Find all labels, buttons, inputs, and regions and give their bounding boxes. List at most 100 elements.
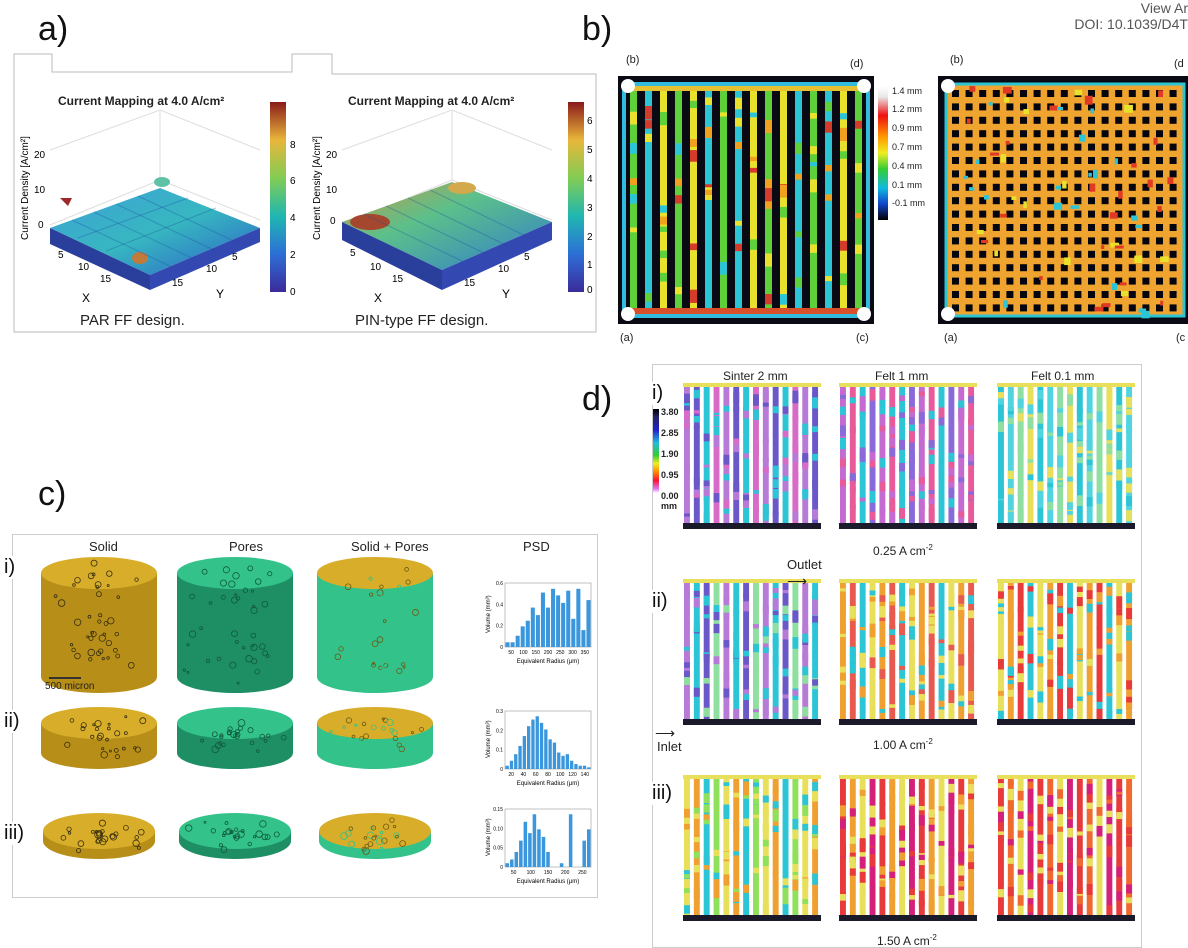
thickness-spot	[1027, 872, 1034, 881]
pore-mark	[98, 613, 103, 618]
thickness-spot	[1094, 306, 1104, 312]
thickness-spot	[963, 175, 969, 179]
thickness-spot	[918, 806, 925, 811]
channel-stripe	[918, 583, 925, 721]
cb-tick: 0	[587, 285, 593, 296]
map-edge	[626, 308, 866, 314]
pin-square	[1142, 291, 1150, 298]
thickness-spot	[948, 606, 955, 611]
pin-square	[1101, 197, 1109, 205]
thickness-spot	[1126, 467, 1133, 478]
pin-square	[979, 197, 987, 205]
thickness-spot	[1007, 407, 1014, 415]
pin-square	[992, 170, 1000, 178]
x-axis-label: X	[374, 291, 382, 305]
thickness-spot	[795, 277, 802, 288]
pin-square	[1047, 210, 1055, 218]
thickness-spot	[1027, 616, 1034, 628]
pin-square	[1101, 157, 1109, 164]
pore-mark	[112, 647, 118, 653]
pore-mark	[366, 831, 375, 839]
pin-square	[1169, 130, 1177, 138]
pin-square	[1101, 237, 1109, 245]
thickness-spot	[968, 784, 975, 794]
thickness-spot	[1096, 592, 1103, 603]
view-article-link[interactable]: View Ar	[1140, 0, 1188, 16]
pore-mark	[106, 656, 110, 660]
thickness-spot	[684, 651, 690, 663]
pore-mark	[216, 656, 222, 662]
pore-mark	[116, 595, 121, 599]
thickness-spot	[792, 689, 799, 696]
map-cell	[683, 383, 821, 529]
pore-mark	[376, 636, 384, 643]
thickness-spot	[684, 905, 690, 914]
pin-square	[965, 157, 973, 164]
pin-square	[1020, 264, 1027, 272]
thickness-spot	[1116, 653, 1123, 662]
map-edge	[997, 579, 1135, 583]
thickness-spot	[909, 407, 915, 412]
psd-xtick: 50	[508, 650, 514, 656]
thickness-spot	[869, 389, 876, 401]
channel-stripe	[1116, 779, 1123, 917]
pore-mark	[230, 596, 238, 604]
thickness-spot	[1027, 890, 1034, 895]
thickness-spot	[1114, 158, 1118, 165]
map-frame	[944, 82, 1186, 318]
thickness-spot	[869, 596, 876, 602]
thickness-spot	[772, 598, 779, 610]
thickness-spot	[753, 643, 759, 653]
pin-square	[1033, 103, 1041, 111]
thickness-spot	[825, 121, 832, 133]
pin-square	[1006, 157, 1014, 164]
thickness-spot	[958, 794, 965, 805]
thickness-spot	[938, 655, 945, 663]
pin-square	[1142, 157, 1150, 164]
thickness-spot	[958, 454, 965, 458]
pore-mark	[354, 723, 358, 727]
thickness-spot	[1116, 450, 1123, 460]
thickness-spot	[859, 856, 866, 869]
pin-square	[979, 143, 987, 151]
thickness-spot	[1007, 781, 1014, 786]
legend-entry: 1.2 mm	[892, 104, 923, 114]
map-cell	[997, 775, 1135, 921]
pin-square	[1169, 210, 1177, 218]
pore-mark	[219, 734, 224, 740]
thickness-spot	[889, 893, 896, 901]
pore-mark	[375, 837, 384, 845]
pore-mark	[247, 841, 252, 847]
thickness-spot	[918, 477, 925, 485]
pin-square	[952, 183, 959, 191]
thickness-spot	[1096, 870, 1103, 878]
thickness-spot	[1116, 481, 1123, 490]
pin-square	[1088, 197, 1095, 205]
thickness-spot	[802, 794, 809, 806]
pin-square	[1074, 170, 1082, 178]
pore-mark	[382, 823, 390, 830]
pore-mark	[344, 830, 352, 837]
pin-square	[965, 143, 973, 151]
thickness-spot	[750, 112, 757, 118]
yt-10: 10	[206, 264, 218, 275]
thickness-spot	[723, 685, 730, 689]
thickness-spot	[909, 634, 915, 640]
pore-mark	[369, 657, 374, 662]
pore-mark	[370, 724, 377, 731]
thickness-spot	[1047, 422, 1054, 431]
thickness-spot	[1086, 439, 1093, 451]
pin-square	[1101, 130, 1109, 138]
cb-tick: 3	[587, 203, 593, 214]
thickness-spot	[780, 206, 787, 218]
pin-square	[1060, 157, 1068, 164]
cb-tick: 4	[290, 213, 296, 224]
channel-stripe	[879, 387, 886, 525]
cylinder-top	[317, 557, 433, 589]
legend-entry: 1.4 mm	[892, 86, 923, 96]
pin-square	[1047, 224, 1055, 231]
thickness-spot	[1017, 607, 1024, 612]
thickness-spot	[753, 680, 759, 689]
pore-mark	[107, 722, 111, 726]
